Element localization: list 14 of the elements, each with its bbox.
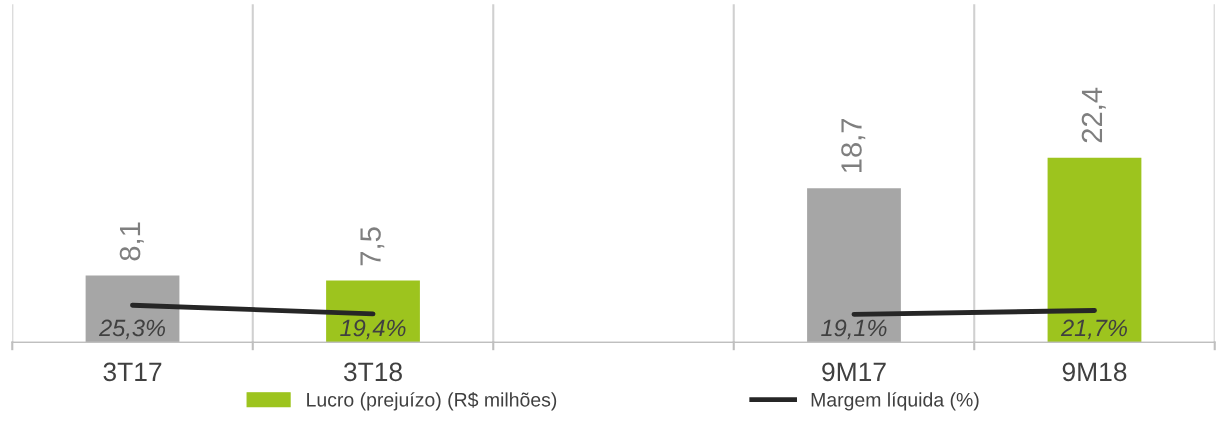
legend-label: Margem líquida (%) <box>811 392 979 411</box>
data-label: 8,1 <box>119 222 144 261</box>
data-label: 19,4% <box>340 319 406 340</box>
x-tick-label: 9M18 <box>1062 362 1127 382</box>
data-label: 25,3% <box>98 319 165 340</box>
data-label: 7,5 <box>360 227 385 266</box>
legend-label: Lucro (prejuízo) (R$ milhões) <box>307 392 557 411</box>
data-label: 22,4 <box>1081 87 1106 143</box>
data-label: 21,7% <box>1060 319 1127 340</box>
x-tick-label: 3T17 <box>103 362 162 382</box>
x-tick-label: 3T18 <box>343 362 402 382</box>
data-label: 18,7 <box>841 118 866 173</box>
data-label: 19,1% <box>821 319 887 340</box>
x-tick-label: 9M17 <box>822 362 886 382</box>
